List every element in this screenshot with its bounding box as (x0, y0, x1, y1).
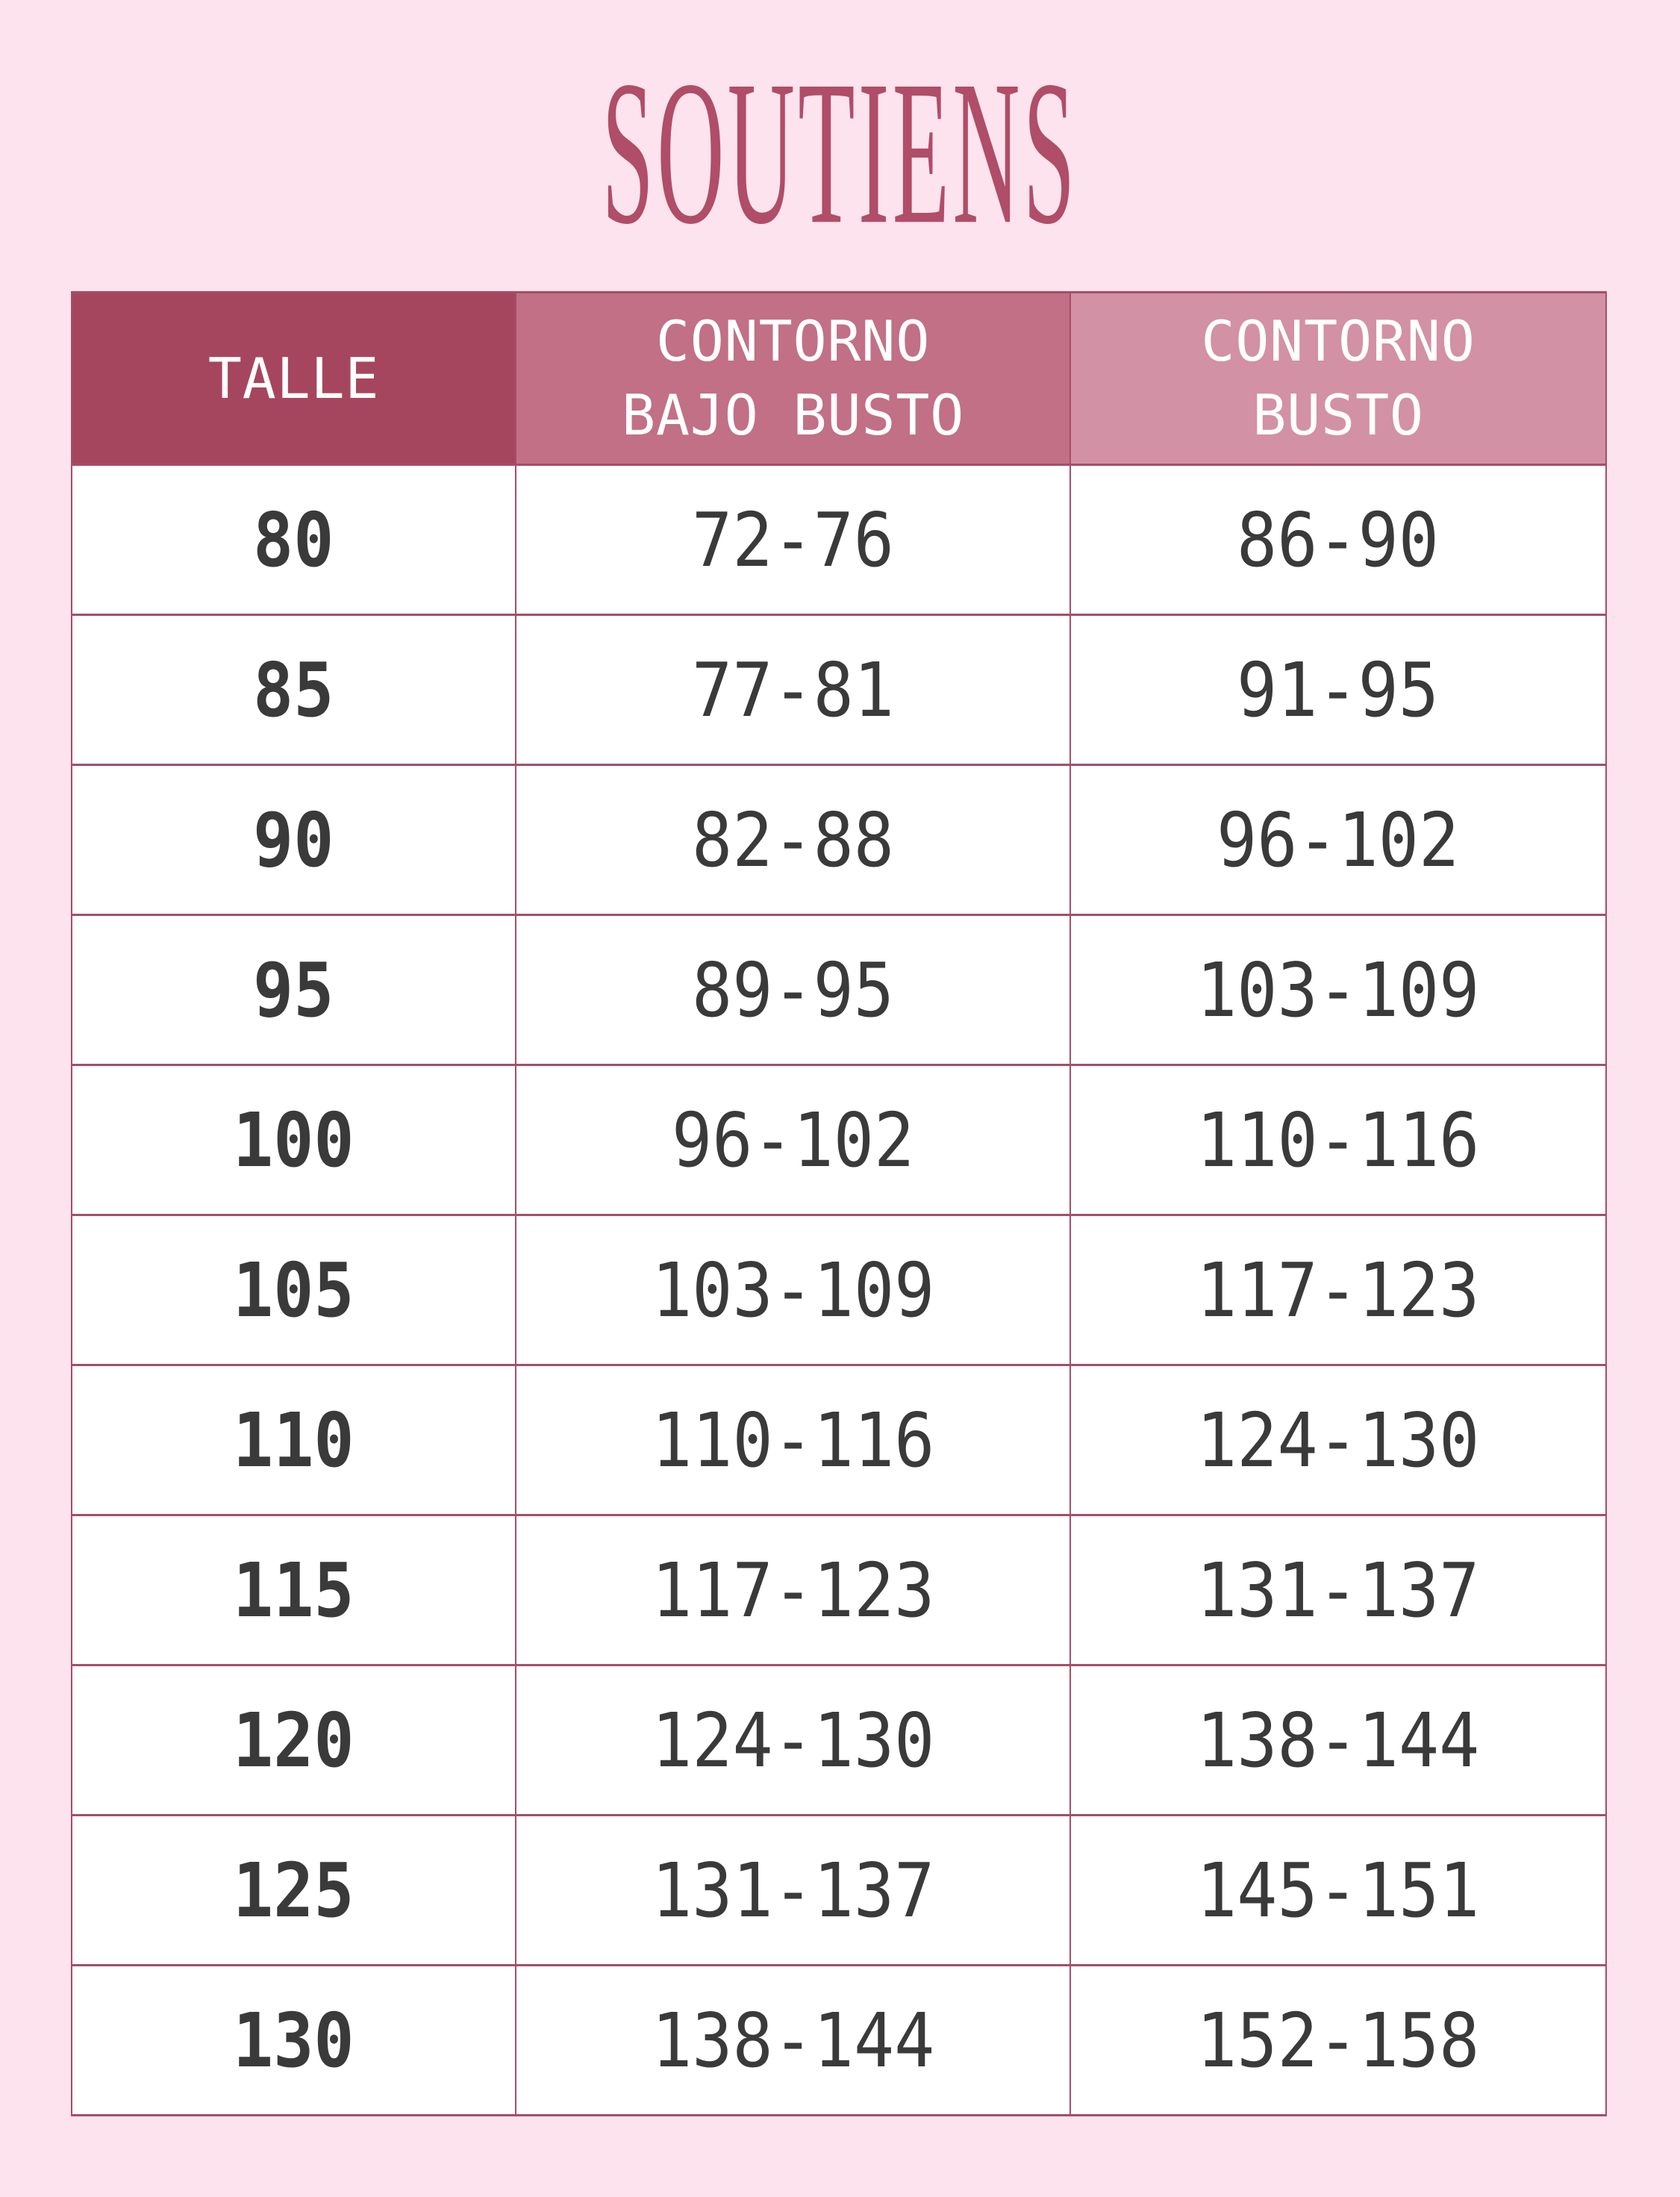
cell-contorno-bajo-busto: 117-123 (515, 1514, 1071, 1666)
header-contorno-busto-line2: BUSTO (1252, 382, 1424, 448)
cell-value: 86-90 (1237, 496, 1440, 584)
cell-value: 110 (233, 1396, 355, 1484)
header-contorno-bajo-busto-line2: BAJO BUSTO (621, 382, 965, 448)
cell-talle: 110 (71, 1364, 516, 1516)
cell-contorno-busto: 96-102 (1069, 764, 1607, 916)
cell-contorno-bajo-busto: 96-102 (515, 1064, 1071, 1216)
cell-contorno-busto: 86-90 (1069, 464, 1607, 616)
cell-value: 72-76 (692, 496, 894, 584)
cell-talle: 120 (71, 1664, 516, 1816)
cell-value: 96-102 (671, 1096, 915, 1184)
table-row: 130 138-144 152-158 (71, 1964, 1607, 2116)
cell-value: 103-109 (1196, 946, 1480, 1034)
table-row: 125 131-137 145-151 (71, 1814, 1607, 1966)
cell-talle: 125 (71, 1814, 516, 1966)
cell-value: 80 (253, 496, 334, 584)
cell-value: 82-88 (692, 796, 894, 884)
cell-contorno-busto: 91-95 (1069, 614, 1607, 766)
cell-value: 85 (253, 646, 334, 734)
table-row: 105 103-109 117-123 (71, 1214, 1607, 1366)
cell-value: 124-130 (651, 1696, 935, 1784)
cell-contorno-bajo-busto: 131-137 (515, 1814, 1071, 1966)
size-chart-table: TALLE CONTORNO BAJO BUSTO CONTORNO BUSTO… (71, 291, 1607, 2116)
header-talle: TALLE (71, 291, 516, 466)
cell-contorno-busto: 124-130 (1069, 1364, 1607, 1516)
table-row: 80 72-76 86-90 (71, 464, 1607, 616)
cell-value: 125 (233, 1846, 355, 1934)
cell-contorno-bajo-busto: 138-144 (515, 1964, 1071, 2116)
cell-value: 152-158 (1196, 1996, 1480, 2084)
cell-contorno-busto: 138-144 (1069, 1664, 1607, 1816)
page-title: SOUTIENS (602, 38, 1078, 268)
cell-value: 145-151 (1196, 1846, 1480, 1934)
cell-value: 91-95 (1237, 646, 1440, 734)
table-row: 95 89-95 103-109 (71, 914, 1607, 1066)
cell-contorno-bajo-busto: 110-116 (515, 1364, 1071, 1516)
cell-value: 117-123 (1196, 1246, 1480, 1334)
cell-contorno-bajo-busto: 103-109 (515, 1214, 1071, 1366)
table-row: 110 110-116 124-130 (71, 1364, 1607, 1516)
cell-value: 120 (233, 1696, 355, 1784)
cell-value: 90 (253, 796, 334, 884)
cell-contorno-bajo-busto: 89-95 (515, 914, 1071, 1066)
cell-contorno-busto: 131-137 (1069, 1514, 1607, 1666)
table-row: 120 124-130 138-144 (71, 1664, 1607, 1816)
cell-value: 131-137 (1196, 1546, 1480, 1634)
cell-value: 89-95 (692, 946, 894, 1034)
cell-contorno-busto: 110-116 (1069, 1064, 1607, 1216)
cell-value: 138-144 (1196, 1696, 1480, 1784)
cell-value: 124-130 (1196, 1396, 1480, 1484)
cell-contorno-bajo-busto: 82-88 (515, 764, 1071, 916)
cell-value: 100 (233, 1096, 355, 1184)
header-contorno-busto-line1: CONTORNO (1201, 308, 1476, 374)
header-row: TALLE CONTORNO BAJO BUSTO CONTORNO BUSTO (71, 291, 1607, 466)
header-contorno-busto: CONTORNO BUSTO (1069, 291, 1607, 466)
cell-value: 105 (233, 1246, 355, 1334)
table-row: 85 77-81 91-95 (71, 614, 1607, 766)
table-row: 90 82-88 96-102 (71, 764, 1607, 916)
header-contorno-bajo-busto: CONTORNO BAJO BUSTO (515, 291, 1071, 466)
cell-talle: 100 (71, 1064, 516, 1216)
header-contorno-bajo-busto-line1: CONTORNO (655, 308, 931, 374)
cell-contorno-bajo-busto: 77-81 (515, 614, 1071, 766)
cell-value: 110-116 (1196, 1096, 1480, 1184)
cell-talle: 115 (71, 1514, 516, 1666)
cell-value: 110-116 (651, 1396, 935, 1484)
cell-contorno-bajo-busto: 124-130 (515, 1664, 1071, 1816)
cell-value: 95 (253, 946, 334, 1034)
cell-value: 131-137 (651, 1846, 935, 1934)
cell-value: 138-144 (651, 1996, 935, 2084)
cell-talle: 80 (71, 464, 516, 616)
cell-value: 103-109 (651, 1246, 935, 1334)
cell-talle: 90 (71, 764, 516, 916)
title-wrap: SOUTIENS (0, 39, 1680, 268)
cell-contorno-busto: 152-158 (1069, 1964, 1607, 2116)
table-row: 115 117-123 131-137 (71, 1514, 1607, 1666)
cell-talle: 95 (71, 914, 516, 1066)
cell-value: 96-102 (1217, 796, 1460, 884)
header-talle-label: TALLE (207, 345, 380, 411)
cell-value: 117-123 (651, 1546, 935, 1634)
table-row: 100 96-102 110-116 (71, 1064, 1607, 1216)
cell-talle: 130 (71, 1964, 516, 2116)
cell-contorno-busto: 145-151 (1069, 1814, 1607, 1966)
cell-talle: 85 (71, 614, 516, 766)
cell-value: 77-81 (692, 646, 894, 734)
cell-value: 115 (233, 1546, 355, 1634)
cell-contorno-busto: 103-109 (1069, 914, 1607, 1066)
cell-value: 130 (233, 1996, 355, 2084)
cell-contorno-busto: 117-123 (1069, 1214, 1607, 1366)
cell-talle: 105 (71, 1214, 516, 1366)
cell-contorno-bajo-busto: 72-76 (515, 464, 1071, 616)
